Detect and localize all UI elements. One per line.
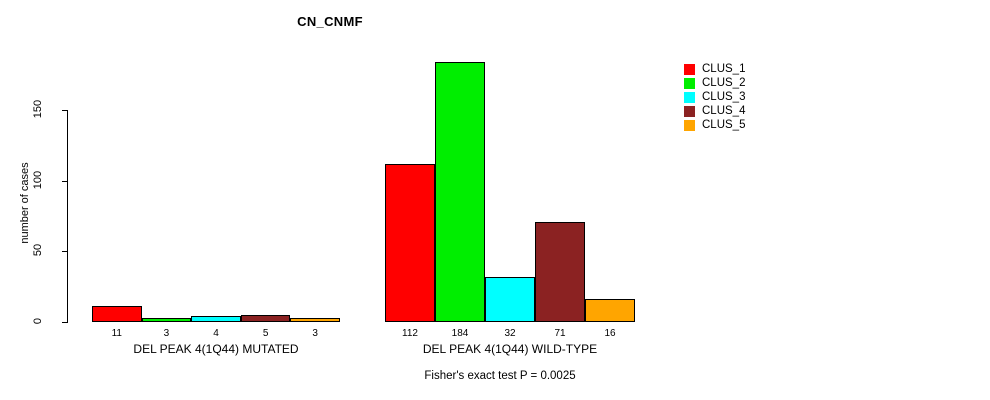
legend-item-label: CLUS_3 xyxy=(702,90,746,103)
legend-item-label: CLUS_5 xyxy=(702,118,746,131)
bar-count-label: 11 xyxy=(111,328,122,339)
bar-count-label: 184 xyxy=(451,328,469,339)
y-tick-label: 0 xyxy=(32,317,44,325)
statistical-test-annotation: Fisher's exact test P = 0.0025 xyxy=(424,370,576,382)
bar[interactable] xyxy=(535,221,585,322)
legend-item-clus_5[interactable]: CLUS_5 xyxy=(684,118,745,132)
legend-item-clus_3[interactable]: CLUS_3 xyxy=(684,90,745,104)
bar[interactable] xyxy=(290,317,340,322)
legend-color-swatch xyxy=(684,63,695,75)
legend-color-swatch xyxy=(684,91,695,103)
group-axis-title: DEL PEAK 4(1Q44) MUTATED xyxy=(133,342,299,356)
legend-color-swatch xyxy=(684,119,695,131)
y-axis-line xyxy=(67,110,68,323)
group-axis-title: DEL PEAK 4(1Q44) WILD-TYPE xyxy=(422,342,598,356)
y-tick-label: 150 xyxy=(32,99,44,119)
bar[interactable] xyxy=(141,317,192,322)
legend-item-clus_1[interactable]: CLUS_1 xyxy=(684,62,745,76)
legend-item-label: CLUS_1 xyxy=(702,62,746,75)
bar-count-label: 32 xyxy=(504,328,516,339)
y-tick-mark xyxy=(62,322,68,323)
legend-item-label: CLUS_2 xyxy=(702,76,746,89)
bar[interactable] xyxy=(485,276,535,322)
y-tick-label: 50 xyxy=(32,244,44,257)
bar-count-label: 3 xyxy=(163,328,170,339)
bar-count-label: 71 xyxy=(554,328,566,339)
chart-legend: CLUS_1 CLUS_2 CLUS_3 CLUS_4 CLUS_5 xyxy=(684,62,745,132)
bar[interactable] xyxy=(435,61,485,322)
bar-count-label: 16 xyxy=(604,328,616,339)
y-tick-mark xyxy=(62,110,68,111)
legend-color-swatch xyxy=(684,105,695,117)
bar[interactable] xyxy=(385,163,435,322)
bar-count-label: 4 xyxy=(213,328,219,339)
bar[interactable] xyxy=(240,314,291,322)
y-tick-mark xyxy=(62,251,68,253)
legend-color-swatch xyxy=(684,77,695,89)
bar-count-label: 112 xyxy=(402,328,418,339)
bar[interactable] xyxy=(191,316,241,322)
bar[interactable] xyxy=(92,306,142,322)
bar[interactable] xyxy=(585,299,635,322)
y-tick-mark xyxy=(62,180,68,182)
y-tick-label: 100 xyxy=(32,170,44,189)
bar-count-label: 5 xyxy=(262,328,269,339)
y-axis-title: number of cases xyxy=(19,162,31,244)
chart-title: CN_CNMF xyxy=(297,14,363,29)
bar-count-label: 3 xyxy=(312,328,318,339)
legend-item-clus_4[interactable]: CLUS_4 xyxy=(684,104,745,118)
legend-item-clus_2[interactable]: CLUS_2 xyxy=(684,76,745,90)
legend-item-label: CLUS_4 xyxy=(702,104,746,117)
